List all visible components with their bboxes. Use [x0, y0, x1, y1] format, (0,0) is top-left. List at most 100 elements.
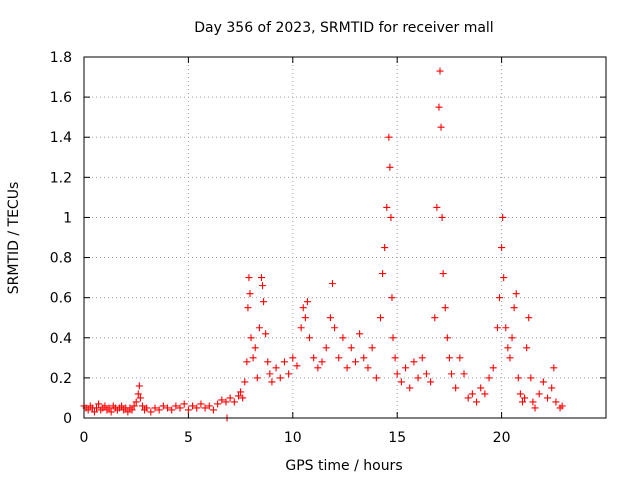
- data-point: [189, 402, 197, 410]
- data-point: [268, 378, 276, 386]
- data-point: [548, 384, 556, 392]
- data-point: [387, 213, 395, 221]
- data-point: [180, 400, 188, 408]
- data-point: [101, 402, 109, 410]
- data-point: [255, 324, 263, 332]
- data-point: [235, 392, 243, 400]
- data-point: [393, 370, 401, 378]
- data-point: [512, 290, 520, 298]
- data-point: [130, 402, 138, 410]
- data-point: [301, 314, 309, 322]
- data-point: [410, 358, 418, 366]
- data-point: [138, 402, 146, 410]
- data-point: [489, 364, 497, 372]
- y-tick-label: 1.2: [50, 170, 72, 186]
- data-point: [539, 378, 547, 386]
- data-point: [351, 358, 359, 366]
- x-tick-label: 10: [284, 430, 302, 446]
- data-point: [525, 314, 533, 322]
- data-point: [521, 394, 529, 402]
- data-point: [260, 298, 268, 306]
- data-point: [445, 354, 453, 362]
- data-point: [136, 394, 144, 402]
- x-tick-label: 5: [184, 430, 193, 446]
- data-point: [493, 324, 501, 332]
- data-point: [456, 354, 464, 362]
- data-point: [427, 378, 435, 386]
- data-point: [441, 304, 449, 312]
- plot-frame: [83, 56, 607, 419]
- data-point: [306, 334, 314, 342]
- data-point: [147, 408, 155, 416]
- data-point: [343, 364, 351, 372]
- data-point: [331, 324, 339, 332]
- data-point: [460, 370, 468, 378]
- data-point: [552, 398, 560, 406]
- data-point: [176, 404, 184, 412]
- data-point: [197, 400, 205, 408]
- data-point: [246, 290, 254, 298]
- data-point: [508, 334, 516, 342]
- data-point: [379, 270, 387, 278]
- data-point: [310, 354, 318, 362]
- x-axis-label: GPS time / hours: [285, 458, 402, 474]
- data-point: [241, 378, 249, 386]
- data-point: [535, 390, 543, 398]
- data-point: [249, 354, 257, 362]
- data-point: [168, 406, 176, 414]
- data-point: [523, 344, 531, 352]
- data-point: [516, 390, 524, 398]
- data-point: [481, 390, 489, 398]
- data-point: [84, 406, 92, 414]
- data-point: [504, 344, 512, 352]
- data-point: [381, 244, 389, 252]
- data-point: [436, 67, 444, 75]
- data-point: [299, 304, 307, 312]
- y-tick-label: 0.4: [50, 331, 72, 347]
- data-point: [499, 213, 507, 221]
- data-point: [280, 358, 288, 366]
- data-point: [452, 384, 460, 392]
- data-point: [388, 294, 396, 302]
- data-point: [285, 370, 293, 378]
- data-point: [95, 400, 103, 408]
- data-point: [514, 374, 522, 382]
- data-point: [226, 394, 234, 402]
- y-axis-label: SRMTID / TECUs: [6, 182, 22, 295]
- data-point: [328, 280, 336, 288]
- data-point: [527, 374, 535, 382]
- data-point: [314, 364, 322, 372]
- data-point: [105, 404, 113, 412]
- data-point: [518, 398, 526, 406]
- data-point: [406, 384, 414, 392]
- data-point: [193, 404, 201, 412]
- data-point: [244, 304, 252, 312]
- x-tick-label: 0: [80, 430, 89, 446]
- data-point: [272, 364, 280, 372]
- data-point: [402, 364, 410, 372]
- data-point: [447, 370, 455, 378]
- data-point: [544, 394, 552, 402]
- chart-title: Day 356 of 2023, SRMTID for receiver mal…: [194, 20, 493, 36]
- data-point: [124, 408, 132, 416]
- data-point: [164, 404, 172, 412]
- y-tick-label: 0.2: [50, 371, 72, 387]
- data-point: [245, 274, 253, 282]
- data-point: [251, 344, 259, 352]
- data-point: [431, 314, 439, 322]
- data-point: [502, 324, 510, 332]
- data-point: [386, 163, 394, 171]
- data-point: [339, 334, 347, 342]
- data-point: [397, 378, 405, 386]
- data-point: [368, 344, 376, 352]
- data-point: [259, 282, 267, 290]
- data-point: [93, 404, 101, 412]
- x-tick-labels: 0 5 10 15 20: [80, 430, 511, 446]
- data-point: [496, 294, 504, 302]
- data-point: [90, 408, 98, 416]
- data-point: [303, 298, 311, 306]
- data-point: [372, 374, 380, 382]
- data-point: [383, 203, 391, 211]
- data-point: [422, 370, 430, 378]
- data-point: [239, 394, 247, 402]
